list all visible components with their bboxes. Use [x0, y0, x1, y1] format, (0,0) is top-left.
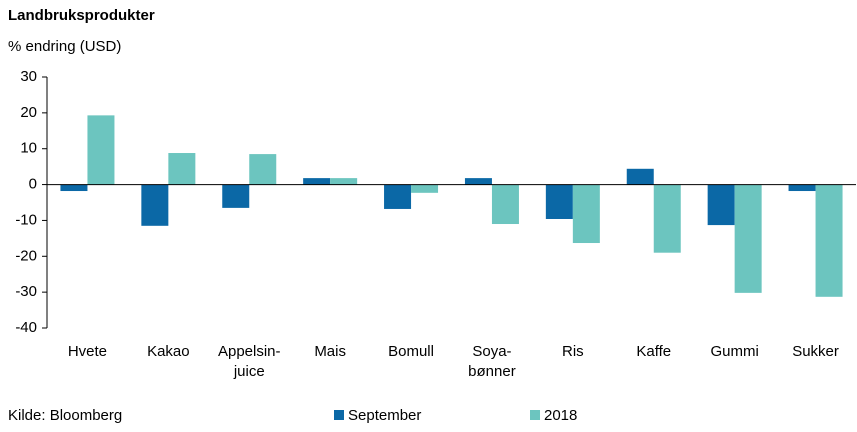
bar	[141, 184, 169, 226]
bar	[87, 115, 115, 185]
y-tick-label: -20	[15, 247, 37, 264]
bar	[222, 184, 250, 208]
x-tick-label: Bomull	[388, 343, 434, 360]
x-tick-label: Mais	[314, 343, 346, 360]
x-tick-label: Kaffe	[636, 343, 671, 360]
x-tick-label: Sukker	[792, 343, 839, 360]
legend-label: 2018	[544, 407, 577, 424]
bar	[707, 184, 735, 226]
y-tick-label: -10	[15, 211, 37, 228]
bar	[411, 184, 439, 193]
bar	[653, 184, 681, 253]
x-tick-label: Gummi	[710, 343, 758, 360]
x-tick-label: Ris	[562, 343, 584, 360]
bar	[249, 154, 277, 185]
legend-swatch	[530, 410, 540, 420]
legend-swatch	[334, 410, 344, 420]
y-tick-label: 10	[20, 140, 37, 157]
y-tick-label: -40	[15, 319, 37, 336]
x-tick-label: Appelsin-juice	[218, 343, 281, 380]
chart-subtitle: % endring (USD)	[8, 38, 121, 55]
bar	[384, 184, 412, 209]
bar	[60, 184, 88, 192]
bar	[626, 168, 654, 185]
bar	[168, 153, 196, 185]
x-tick-label: Hvete	[68, 343, 107, 360]
bar	[303, 178, 331, 185]
bar	[491, 184, 519, 225]
bar	[572, 184, 600, 244]
y-tick-label: 20	[20, 104, 37, 121]
y-tick-label: 30	[20, 68, 37, 85]
bar	[464, 178, 492, 185]
x-tick-label: Kakao	[147, 343, 190, 360]
y-tick-label: 0	[29, 176, 37, 193]
bar	[815, 184, 843, 297]
source: Kilde: Bloomberg	[8, 407, 122, 424]
y-tick-label: -30	[15, 283, 37, 300]
x-tick-label: Soya-bønner	[468, 343, 516, 380]
bar	[545, 184, 573, 219]
bar	[734, 184, 762, 293]
legend-label: September	[348, 407, 421, 424]
bar	[788, 184, 816, 192]
chart-title: Landbruksprodukter	[8, 7, 155, 24]
bar	[330, 178, 358, 185]
